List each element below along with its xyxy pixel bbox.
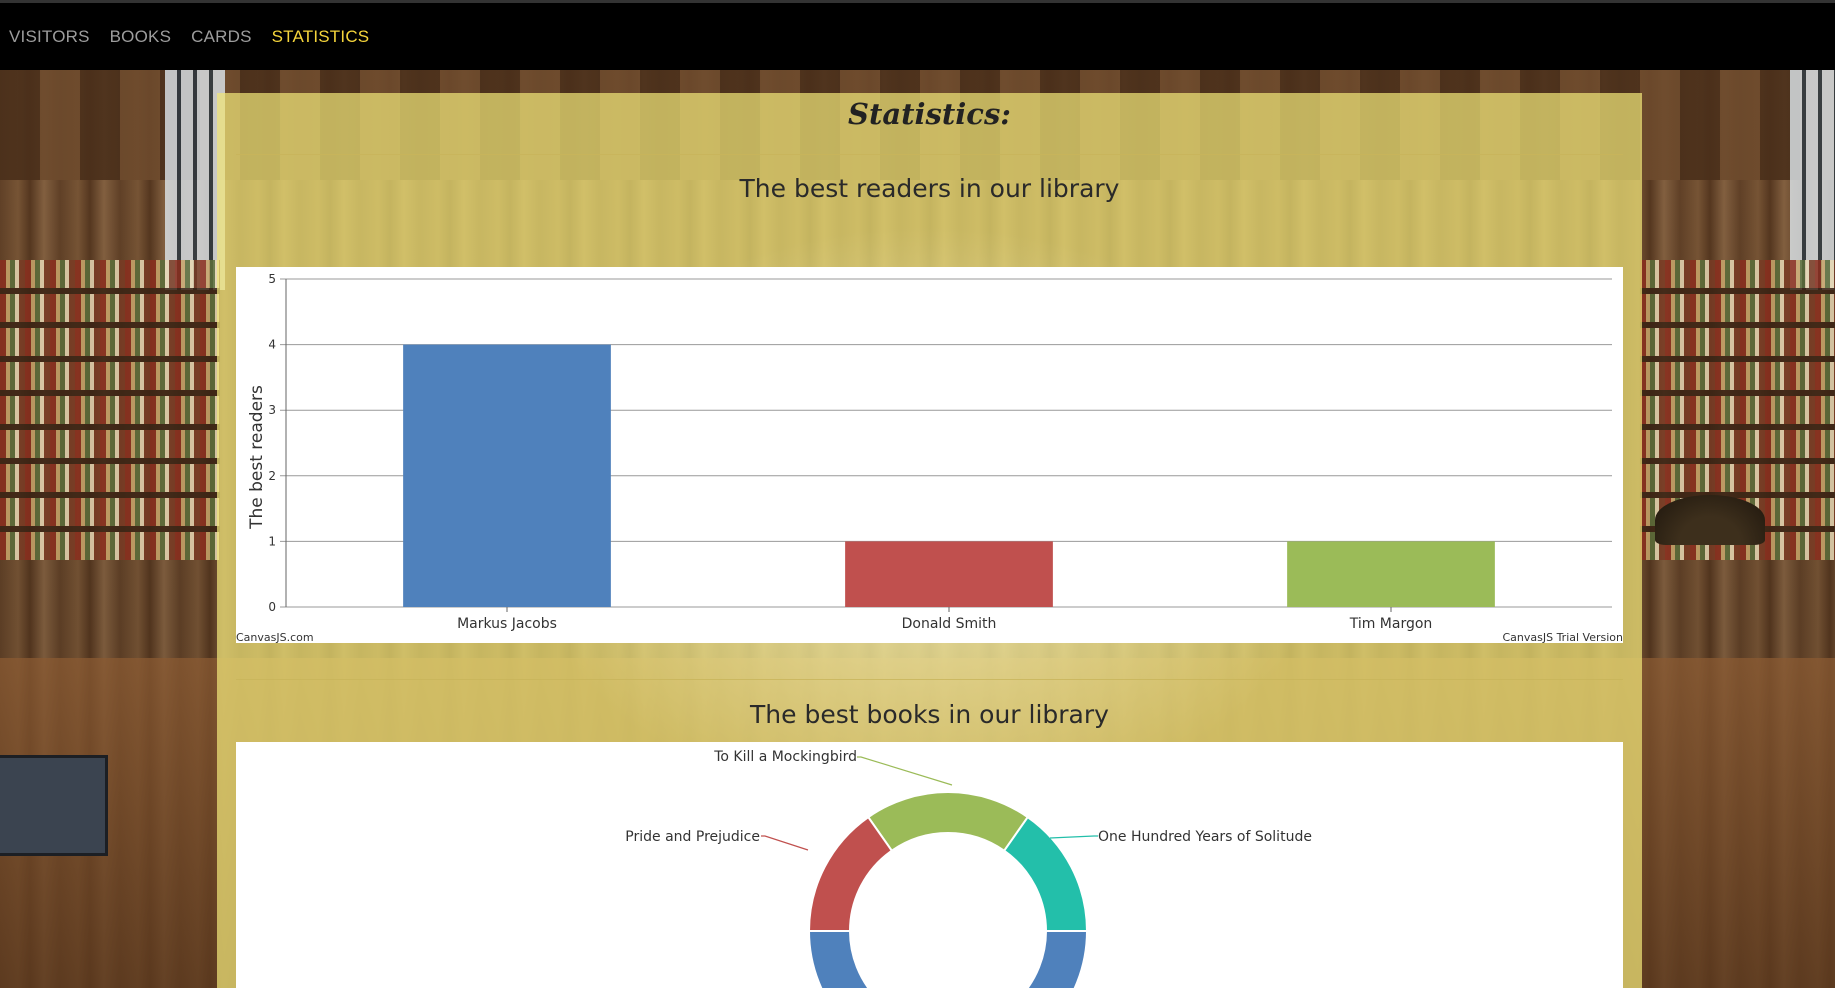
readers-y-tick-label: 1 [268, 534, 276, 548]
books-slice-label: One Hundred Years of Solitude [1098, 829, 1312, 845]
readers-section-title: The best readers in our library [739, 174, 1120, 203]
readers-y-tick-label: 5 [268, 272, 276, 286]
background-lamp [1655, 495, 1765, 545]
readers-bar[interactable] [1287, 541, 1495, 607]
nav-books[interactable]: BOOKS [109, 26, 172, 46]
readers-chart: 0 1 2 3 4 5 Markus Jacobs Donald Smith Tim Margo… [236, 267, 1623, 643]
nav-statistics[interactable]: STATISTICS [271, 26, 370, 46]
canvasjs-trial-credit: CanvasJS Trial Version [1502, 631, 1623, 643]
background-laptop [0, 755, 108, 856]
readers-bar[interactable] [403, 344, 611, 607]
canvasjs-credit-link[interactable]: CanvasJS.com [236, 631, 314, 643]
books-doughnut-slice[interactable] [807, 930, 1089, 988]
books-section-title: The best books in our library [750, 700, 1109, 729]
top-navbar: VISITORS BOOKS CARDS STATISTICS [0, 0, 1835, 70]
divider [236, 679, 1623, 680]
books-doughnut-slice[interactable] [866, 791, 1030, 853]
readers-bar[interactable] [845, 541, 1053, 607]
readers-y-tick-label: 3 [268, 403, 276, 417]
divider [236, 154, 1623, 155]
background-window-right [1790, 70, 1835, 290]
books-slice-label: To Kill a Mockingbird [713, 749, 857, 765]
books-slice-label: Pride and Prejudice [625, 829, 760, 845]
readers-x-tick-label: Markus Jacobs [457, 616, 557, 632]
statistics-panel: Statistics: The best readers in our libr… [217, 93, 1642, 988]
background-window-left [165, 70, 225, 290]
readers-y-tick-label: 4 [268, 338, 276, 352]
books-doughnut-chart: To Kill a Mockingbird One Hundred Years o… [625, 749, 1312, 988]
readers-y-axis-label: The best readers [247, 385, 267, 530]
readers-x-tick-label: Donald Smith [902, 616, 997, 632]
readers-bar-chart: 0 1 2 3 4 5 Markus Jacobs Donald Smith Tim Margo… [236, 272, 1623, 643]
readers-y-tick-label: 0 [268, 600, 276, 614]
nav-cards[interactable]: CARDS [191, 26, 252, 46]
books-doughnut-slice[interactable] [807, 815, 894, 932]
books-label-leader-line [1049, 835, 1098, 839]
books-chart: To Kill a Mockingbird One Hundred Years o… [236, 742, 1623, 988]
books-label-leader-line [857, 756, 953, 786]
readers-y-tick-label: 2 [268, 469, 276, 483]
nav-visitors[interactable]: VISITORS [9, 26, 90, 46]
background-bookshelf-left [0, 260, 220, 560]
books-label-leader-line [761, 835, 809, 851]
page-title: Statistics: [848, 97, 1011, 131]
books-doughnut-slice[interactable] [1002, 815, 1089, 932]
readers-x-tick-label: Tim Margon [1349, 616, 1433, 632]
